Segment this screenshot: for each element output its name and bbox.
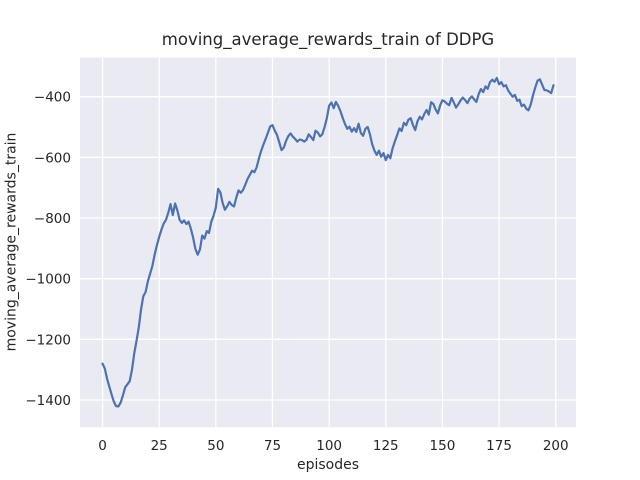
y-tick-label: −1400: [25, 393, 71, 409]
y-tick-label: −1000: [25, 272, 71, 288]
y-tick-label: −400: [34, 90, 71, 106]
x-tick-label: 0: [98, 438, 107, 454]
x-tick-label: 75: [264, 438, 281, 454]
x-tick-label: 125: [373, 438, 399, 454]
y-tick-label: −600: [34, 150, 71, 166]
plot-area: 0 25 50 75 100 125 150 175 200 −400 −600 −800 −1000 −…: [25, 57, 576, 454]
x-tick-label: 50: [207, 438, 224, 454]
axes-background: [80, 57, 576, 428]
x-tick-label: 100: [316, 438, 342, 454]
data-line-moving-average-rewards: [101, 76, 555, 408]
x-tick-label: 200: [543, 438, 569, 454]
y-tick-label: −800: [34, 211, 71, 227]
x-tick-label: 175: [486, 438, 512, 454]
x-tick-label: 150: [430, 438, 456, 454]
chart-title: moving_average_rewards_train of DDPG: [162, 30, 494, 50]
x-tick-label: 25: [151, 438, 168, 454]
x-axis-label: episodes: [297, 457, 359, 473]
y-axis-label: moving_average_rewards_train: [4, 133, 20, 352]
y-tick-label: −1200: [25, 332, 71, 348]
